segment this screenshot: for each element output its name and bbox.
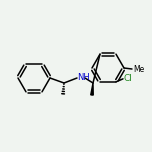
Polygon shape — [91, 83, 93, 95]
Text: NH: NH — [77, 74, 90, 83]
Text: Me: Me — [133, 64, 144, 74]
Text: Cl: Cl — [124, 74, 133, 83]
